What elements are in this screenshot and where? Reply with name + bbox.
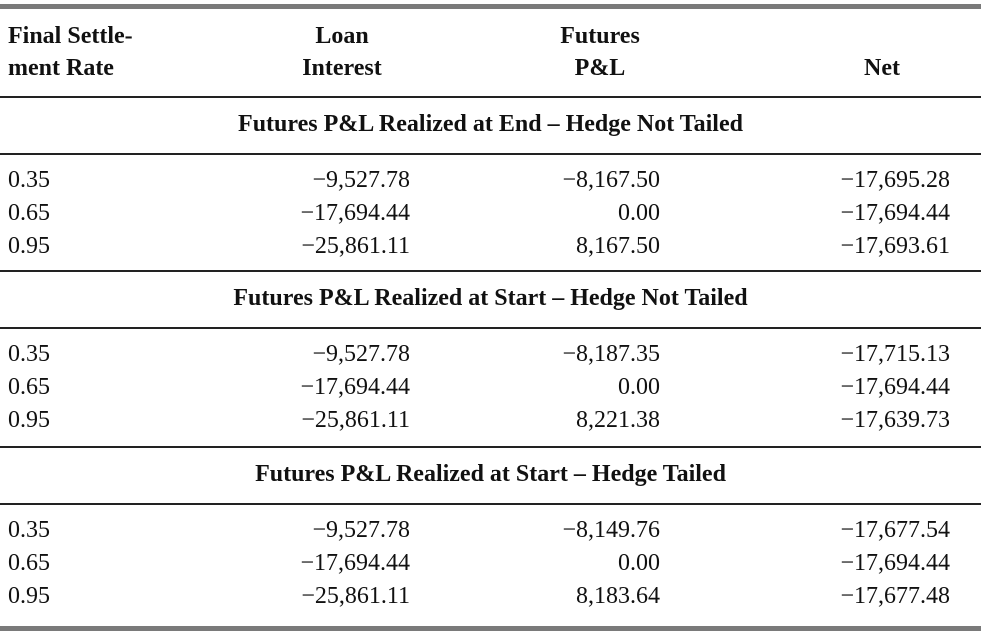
rate-cell: 0.95 <box>8 233 50 259</box>
header-futures-pl: Futures P&L <box>560 23 640 81</box>
rate-cell: 0.35 <box>8 517 50 543</box>
header-net: Net <box>864 55 900 81</box>
section-rule <box>0 446 981 448</box>
net-cell: −17,677.54 <box>840 517 950 543</box>
section-title-rule <box>0 153 981 155</box>
bottom-rule <box>0 626 981 631</box>
rate-cell: 0.95 <box>8 407 50 433</box>
net-cell: −17,694.44 <box>840 550 950 576</box>
futures-pl-cell: 0.00 <box>618 374 660 400</box>
net-cell: −17,715.13 <box>840 341 950 367</box>
net-cell: −17,694.44 <box>840 200 950 226</box>
futures-pl-cell: 0.00 <box>618 550 660 576</box>
loan-interest-cell: −25,861.11 <box>301 583 410 609</box>
loan-interest-cell: −17,694.44 <box>300 200 410 226</box>
net-cell: −17,695.28 <box>840 167 950 193</box>
loan-interest-cell: −17,694.44 <box>300 550 410 576</box>
section-title-rule <box>0 327 981 329</box>
loan-interest-cell: −9,527.78 <box>312 341 410 367</box>
rate-cell: 0.65 <box>8 550 50 576</box>
net-cell: −17,639.73 <box>840 407 950 433</box>
section-title-end-not-tailed: Futures P&L Realized at End – Hedge Not … <box>238 111 743 137</box>
loan-interest-cell: −25,861.11 <box>301 233 410 259</box>
rate-cell: 0.35 <box>8 341 50 367</box>
loan-interest-cell: −9,527.78 <box>312 517 410 543</box>
rate-cell: 0.65 <box>8 200 50 226</box>
futures-pl-cell: −8,149.76 <box>562 517 660 543</box>
rate-cell: 0.35 <box>8 167 50 193</box>
loan-interest-cell: −17,694.44 <box>300 374 410 400</box>
rate-cell: 0.65 <box>8 374 50 400</box>
futures-pl-cell: 8,221.38 <box>576 407 660 433</box>
section-title-rule <box>0 503 981 505</box>
section-title-start-tailed: Futures P&L Realized at Start – Hedge Ta… <box>255 461 726 487</box>
futures-pl-cell: −8,187.35 <box>562 341 660 367</box>
futures-pl-cell: 0.00 <box>618 200 660 226</box>
top-rule <box>0 4 981 9</box>
header-final-settlement-rate: Final Settle- ment Rate <box>8 23 133 81</box>
section-rule <box>0 96 981 98</box>
loan-interest-cell: −25,861.11 <box>301 407 410 433</box>
rate-cell: 0.95 <box>8 583 50 609</box>
net-cell: −17,694.44 <box>840 374 950 400</box>
futures-pl-cell: 8,183.64 <box>576 583 660 609</box>
section-title-start-not-tailed: Futures P&L Realized at Start – Hedge No… <box>233 285 748 311</box>
loan-interest-cell: −9,527.78 <box>312 167 410 193</box>
net-cell: −17,677.48 <box>840 583 950 609</box>
futures-pl-cell: 8,167.50 <box>576 233 660 259</box>
net-cell: −17,693.61 <box>840 233 950 259</box>
section-rule <box>0 270 981 272</box>
header-loan-interest: Loan Interest <box>302 23 382 81</box>
futures-pl-cell: −8,167.50 <box>562 167 660 193</box>
